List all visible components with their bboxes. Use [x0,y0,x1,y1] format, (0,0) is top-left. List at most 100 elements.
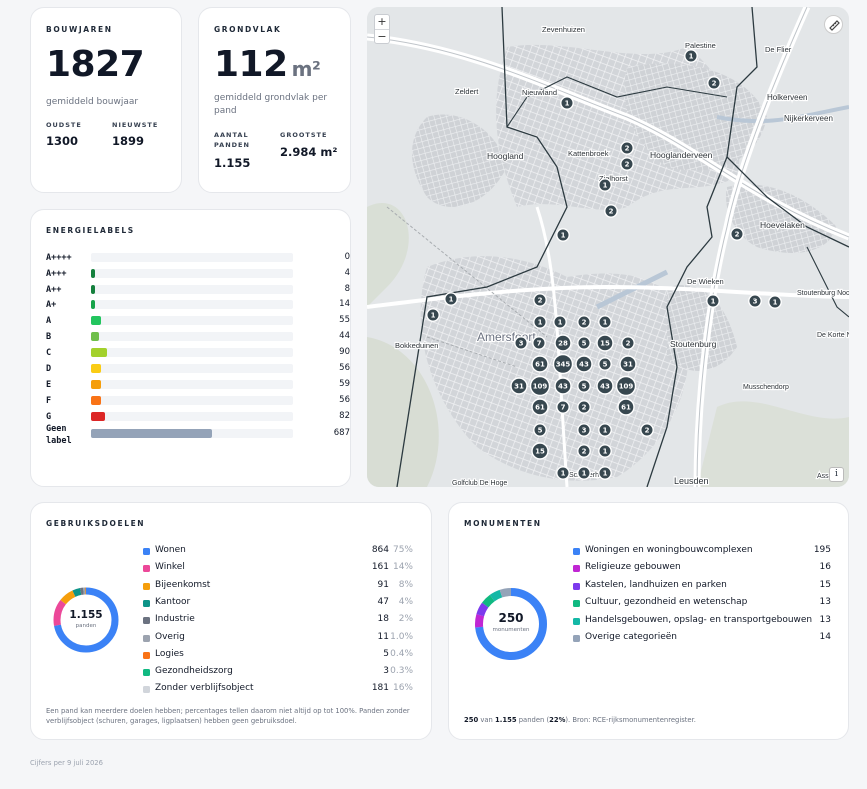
map-cluster-marker[interactable]: 7 [556,400,570,414]
map-cluster-marker[interactable]: 2 [577,315,591,329]
map-cluster-marker[interactable]: 1 [533,315,547,329]
measure-ruler-icon[interactable] [824,15,843,34]
legend-name: Winkel [155,562,185,573]
map-cluster-marker[interactable]: 61 [617,398,635,416]
map-cluster-marker[interactable]: 1 [553,315,567,329]
legend-item: Overig 11 1.0% [143,632,429,646]
map-cluster-count: 1 [603,319,608,327]
monumenten-donut [475,588,547,660]
map-cluster-marker[interactable]: 2 [730,227,744,241]
legend-count: 161 [371,562,389,573]
map[interactable]: Zevenhuizen Palestine De Flier Zeldert Nieuw… [367,7,849,487]
map-cluster-marker[interactable]: 1 [598,444,612,458]
map-cluster-marker[interactable]: 1 [577,466,591,480]
map-cluster-marker[interactable]: 1 [598,466,612,480]
map-place-label: Nijkerkerveen [784,114,833,123]
map-cluster-marker[interactable]: 31 [619,355,637,373]
map-canvas[interactable]: Zevenhuizen Palestine De Flier Zeldert Nieuw… [367,7,849,487]
map-cluster-marker[interactable]: 109 [615,375,637,397]
legend-item: Bijeenkomst 91 8% [143,580,429,594]
map-cluster-marker[interactable]: 1 [684,49,698,63]
map-cluster-count: 2 [538,297,543,305]
map-cluster-marker[interactable]: 1 [768,295,782,309]
map-info-button[interactable]: i [829,467,844,482]
map-cluster-marker[interactable]: 5 [533,423,547,437]
map-cluster-marker[interactable]: 1 [556,228,570,242]
zoom-out-button[interactable]: − [375,29,389,43]
map-cluster-marker[interactable]: 31 [510,377,528,395]
map-cluster-marker[interactable]: 5 [598,357,612,371]
map-place-label: De Flier [765,45,792,54]
map-cluster-marker[interactable]: 2 [577,444,591,458]
map-place-label: Hoevelaken [760,220,805,230]
map-cluster-marker[interactable]: 1 [598,315,612,329]
map-cluster-marker[interactable]: 2 [620,141,634,155]
map-cluster-count: 61 [535,404,545,412]
energielabel-bar [91,348,107,357]
map-cluster-marker[interactable]: 2 [621,336,635,350]
map-cluster-marker[interactable]: 109 [529,375,551,397]
map-cluster-count: 2 [609,208,614,216]
map-cluster-marker[interactable]: 2 [640,423,654,437]
map-cluster-count: 1 [603,182,608,190]
map-cluster-marker[interactable]: 2 [533,293,547,307]
map-cluster-count: 1 [561,470,566,478]
map-cluster-marker[interactable]: 15 [596,334,614,352]
map-cluster-marker[interactable]: 43 [575,355,593,373]
zoom-in-button[interactable]: + [377,15,387,28]
map-cluster-marker[interactable]: 1 [444,292,458,306]
map-cluster-marker[interactable]: 15 [531,442,549,460]
energielabel-bar [91,396,101,405]
map-cluster-marker[interactable]: 1 [706,294,720,308]
map-cluster-marker[interactable]: 1 [598,423,612,437]
map-cluster-count: 61 [621,404,631,412]
legend-swatch [143,669,150,677]
map-cluster-marker[interactable]: 3 [748,294,762,308]
map-cluster-marker[interactable]: 2 [620,157,634,171]
energielabel-count: 4 [344,268,350,278]
map-cluster-marker[interactable]: 2 [604,204,618,218]
map-cluster-marker[interactable]: 2 [707,76,721,90]
map-cluster-marker[interactable]: 3 [514,336,528,350]
map-cluster-count: 1 [689,53,694,61]
energielabel-bar [91,429,212,438]
map-cluster-count: 109 [619,383,634,391]
map-cluster-marker[interactable]: 7 [532,336,546,350]
map-cluster-count: 5 [603,361,608,369]
map-place-label: Hooglanderveen [650,150,713,160]
energielabel-bar-track [91,348,293,357]
map-cluster-marker[interactable]: 1 [560,96,574,110]
map-cluster-marker[interactable]: 28 [554,334,572,352]
map-cluster-marker[interactable]: 61 [531,398,549,416]
energielabel-bar-track [91,412,293,421]
energielabel-row: C 90 [46,346,366,360]
map-place-label: Zielhorst [599,174,629,183]
legend-swatch [143,686,150,694]
map-cluster-marker[interactable]: 345 [552,353,574,375]
map-cluster-marker[interactable]: 1 [426,308,440,322]
legend-count: 3 [383,666,389,677]
map-cluster-marker[interactable]: 43 [596,377,614,395]
map-cluster-marker[interactable]: 43 [554,377,572,395]
map-cluster-count: 43 [579,361,589,369]
legend-name: Wonen [155,545,186,555]
map-cluster-marker[interactable]: 1 [556,466,570,480]
map-place-label: Stoutenburg Noord [797,290,849,297]
newest-label: NIEUWSTE [112,121,159,129]
map-cluster-marker[interactable]: 3 [577,423,591,437]
map-cluster-marker[interactable]: 5 [577,336,591,350]
energielabel-count: 55 [339,315,350,325]
legend-swatch [573,565,580,573]
legend-count: 47 [377,596,389,607]
legend-item: Woningen en woningbouwcomplexen 195 [573,545,867,559]
map-cluster-marker[interactable]: 2 [577,400,591,414]
map-cluster-count: 43 [600,383,610,391]
legend-name: Cultuur, gezondheid en wetenschap [585,597,748,608]
map-cluster-marker[interactable]: 5 [577,379,591,393]
legend-percentage: 4% [398,596,413,607]
legend-item: Religieuze gebouwen 16 [573,562,867,576]
map-cluster-marker[interactable]: 61 [531,355,549,373]
legend-name: Handelsgebouwen, opslag- en transportgeb… [585,614,813,625]
map-cluster-marker[interactable]: 1 [598,178,612,192]
legend-swatch [573,617,580,625]
